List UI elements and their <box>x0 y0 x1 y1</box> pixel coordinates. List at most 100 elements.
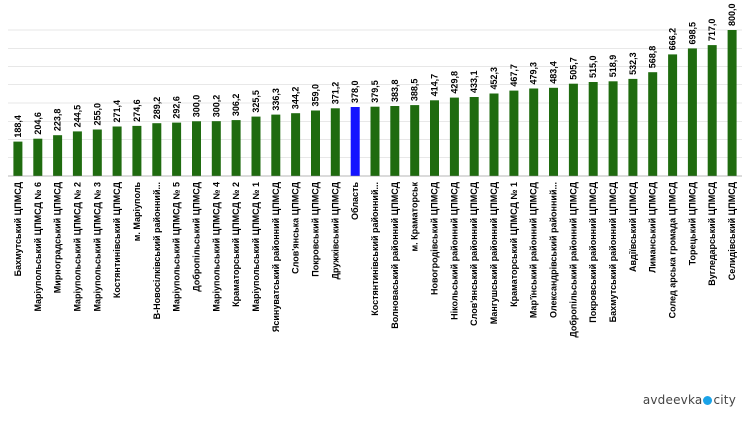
category-label: Мар'їнський районний ЦПМСД <box>529 181 539 318</box>
bar <box>192 121 201 177</box>
data-label: 479,3 <box>529 62 539 85</box>
bar <box>469 97 479 176</box>
bar <box>509 90 519 176</box>
category-label: Ясинуватський районний ЦПМСД <box>271 181 281 332</box>
data-label: 388,5 <box>410 79 420 102</box>
bar <box>330 108 340 176</box>
category-label: м. Краматорськ <box>410 182 420 252</box>
category-label: Слов'янська ЦПМСД <box>291 181 301 273</box>
category-label: Добропільський районний ЦПМСД <box>568 181 578 337</box>
category-label: Олександрівський районний... <box>549 182 559 318</box>
bar <box>489 93 499 176</box>
watermark-logo: avdeevka city <box>643 393 736 407</box>
data-label: 336,3 <box>271 88 281 111</box>
data-label: 271,4 <box>112 100 122 123</box>
bar <box>410 105 420 176</box>
category-label: Маріупольський ЦПМСД № 3 <box>92 182 102 312</box>
bar <box>628 78 638 176</box>
category-label: Новогродівський ЦПМСД <box>430 181 440 295</box>
category-label: Вугледарський ЦПМСД <box>707 181 717 285</box>
data-label: 204,6 <box>33 112 43 135</box>
data-label: 223,8 <box>53 109 63 132</box>
category-label: Область <box>350 182 360 220</box>
data-label: 666,2 <box>668 28 678 51</box>
data-label: 483,4 <box>549 61 559 84</box>
category-label: Краматорський ЦПМСД № 1 <box>509 182 519 307</box>
data-label: 414,7 <box>430 74 440 97</box>
data-label: 344,2 <box>291 87 301 110</box>
bar <box>291 113 301 176</box>
category-label: Маріупольський ЦПМСД № 5 <box>172 182 182 312</box>
category-label: Слов'янський районний ЦПМСД <box>469 181 479 325</box>
category-label: Добропільський ЦПМСД <box>191 181 201 291</box>
bar <box>132 125 142 176</box>
category-label: Торецький ЦПМСД <box>687 181 697 265</box>
bar <box>72 131 82 176</box>
bar <box>668 54 678 176</box>
bar <box>687 48 697 176</box>
category-label: Покровський районний ЦПМСД <box>588 181 598 322</box>
data-label: 300,0 <box>191 95 201 118</box>
category-label: Костянтинівський районний... <box>370 182 380 316</box>
bar <box>231 120 241 176</box>
bar <box>271 114 281 176</box>
bar <box>152 123 162 176</box>
data-label: 515,0 <box>588 55 598 78</box>
category-label: м. Маріуполь <box>132 182 142 242</box>
data-label: 244,5 <box>72 105 82 128</box>
data-label: 378,0 <box>350 80 360 103</box>
bar <box>311 110 320 176</box>
category-label: Бахмутський районний ЦПМСД <box>608 181 618 322</box>
bar <box>648 72 658 176</box>
category-label: Лиманський ЦПМСД <box>648 181 658 272</box>
category-label: Костянтинівський ЦПМСД <box>112 181 122 298</box>
data-label: 300,2 <box>211 95 221 118</box>
category-label: Дружківський ЦПМСД <box>330 181 340 279</box>
data-label: 292,6 <box>172 96 182 119</box>
data-label: 800,0 <box>727 3 737 26</box>
data-label: 505,7 <box>568 57 578 80</box>
bar <box>92 129 102 176</box>
data-label: 568,8 <box>648 46 658 69</box>
category-label: Солед арська громада ЦПМСД <box>668 181 678 318</box>
category-label: В-Новосілківський районний... <box>152 182 162 319</box>
data-label: 274,6 <box>132 99 142 122</box>
watermark-text-right: city <box>713 393 736 407</box>
category-label: Маріупольський ЦПМСД № 6 <box>33 182 43 312</box>
bar <box>390 106 400 176</box>
data-label: 433,1 <box>469 70 479 93</box>
data-label: 452,3 <box>489 67 499 90</box>
bar <box>449 97 459 176</box>
bar <box>568 83 578 176</box>
data-label: 371,2 <box>330 82 340 105</box>
category-label: Волноваський районний ЦПМСД <box>390 181 400 328</box>
category-label: Авдіївський ЦПМСД <box>628 181 638 272</box>
bar <box>370 106 380 176</box>
category-label: Селидівський ЦПМСД <box>727 181 737 280</box>
watermark-text-left: avdeevka <box>642 393 703 407</box>
globe-icon <box>703 396 713 405</box>
bar <box>350 107 360 176</box>
category-label: Мирноградський ЦПМСД <box>53 181 63 293</box>
bar <box>549 87 558 176</box>
category-label: Бахмутський ЦПМСД <box>13 181 23 276</box>
data-label: 717,0 <box>707 19 717 42</box>
bar <box>707 45 717 176</box>
category-label: Маріупольський ЦПМСД № 4 <box>211 182 221 312</box>
data-label: 698,5 <box>687 22 697 45</box>
data-label: 306,2 <box>231 94 241 117</box>
data-label: 429,8 <box>449 71 459 94</box>
category-label: Покровський ЦПМСД <box>310 181 320 276</box>
bar <box>112 126 122 176</box>
data-label: 325,5 <box>251 90 261 113</box>
bar <box>588 82 598 176</box>
data-label: 532,3 <box>628 52 638 75</box>
data-label: 359,0 <box>310 84 320 107</box>
bar <box>53 135 63 176</box>
data-label: 188,4 <box>13 115 23 138</box>
data-label: 467,7 <box>509 64 519 87</box>
category-label: Нікольський районний ЦПМСД <box>449 181 459 319</box>
bar <box>172 122 182 176</box>
data-label: 289,2 <box>152 97 162 120</box>
